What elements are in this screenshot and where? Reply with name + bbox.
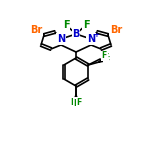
Text: Br: Br	[30, 25, 42, 35]
Text: B: B	[72, 29, 80, 39]
Text: F: F	[83, 20, 89, 30]
Text: Br: Br	[110, 25, 122, 35]
Text: F: F	[102, 51, 107, 60]
Text: +: +	[93, 32, 99, 38]
Text: F: F	[71, 98, 76, 107]
Text: F: F	[63, 20, 69, 30]
Text: F: F	[76, 98, 81, 107]
Text: F: F	[73, 98, 79, 107]
Text: N: N	[57, 34, 65, 44]
Text: F: F	[103, 54, 109, 62]
Text: N: N	[87, 34, 95, 44]
Text: F: F	[104, 56, 110, 65]
